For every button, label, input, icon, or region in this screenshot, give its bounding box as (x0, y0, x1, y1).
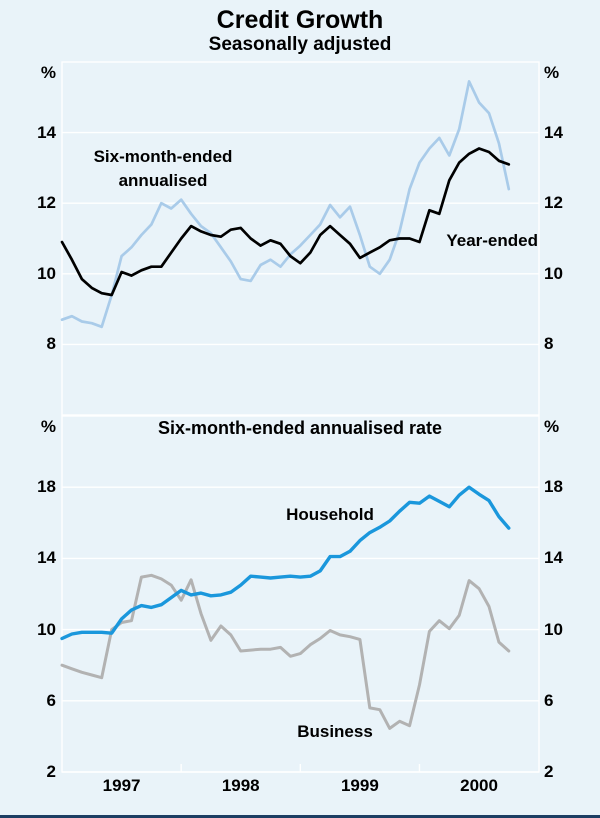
six-month-ended-annotation: Six-month-ended annualised (63, 145, 263, 193)
x-tick-label: 1999 (340, 776, 379, 795)
annotation-line-1: Six-month-ended (93, 147, 233, 166)
panel2-title: Six-month-ended annualised rate (157, 418, 443, 438)
line-six-month-ended-annualised (60, 80, 511, 329)
chart-subtitle: Seasonally adjusted (208, 34, 392, 55)
y-tick-label: 10 (37, 619, 56, 639)
x-tick-label: 2000 (460, 776, 498, 795)
percent-sign: % (40, 63, 56, 82)
y-tick-label: 6 (46, 690, 56, 710)
y-tick-label: 14 (544, 548, 563, 568)
annotation-line-2: annualised (118, 171, 208, 190)
y-tick-label: 14 (544, 122, 563, 142)
line-year-ended (60, 147, 511, 297)
percent-sign: % (544, 63, 560, 82)
y-tick-label: 2 (544, 762, 554, 781)
y-tick-label: 10 (544, 619, 563, 639)
year-ended-label: Year-ended (446, 231, 538, 250)
line-household (60, 485, 511, 641)
line-business (60, 573, 511, 730)
y-tick-label: 10 (544, 263, 563, 283)
percent-sign: % (544, 417, 560, 436)
percent-sign: % (40, 417, 56, 436)
y-tick-label: 6 (544, 690, 554, 710)
household-label: Household (286, 505, 374, 524)
y-tick-label: 8 (46, 334, 56, 354)
y-tick-label: 14 (37, 548, 56, 568)
y-tick-label: 10 (37, 263, 56, 283)
x-tick-label: 1998 (221, 776, 260, 795)
y-tick-label: 18 (544, 477, 563, 497)
y-tick-label: 2 (46, 762, 56, 781)
y-tick-label: 14 (37, 122, 56, 142)
y-tick-label: 12 (37, 193, 56, 213)
x-tick-label: 1997 (102, 776, 141, 795)
bottom-rule (0, 815, 600, 818)
business-label: Business (297, 722, 373, 741)
y-tick-label: 12 (544, 193, 563, 213)
y-tick-label: 8 (544, 334, 554, 354)
chart-title: Credit Growth (216, 6, 384, 34)
y-tick-label: 18 (37, 477, 56, 497)
